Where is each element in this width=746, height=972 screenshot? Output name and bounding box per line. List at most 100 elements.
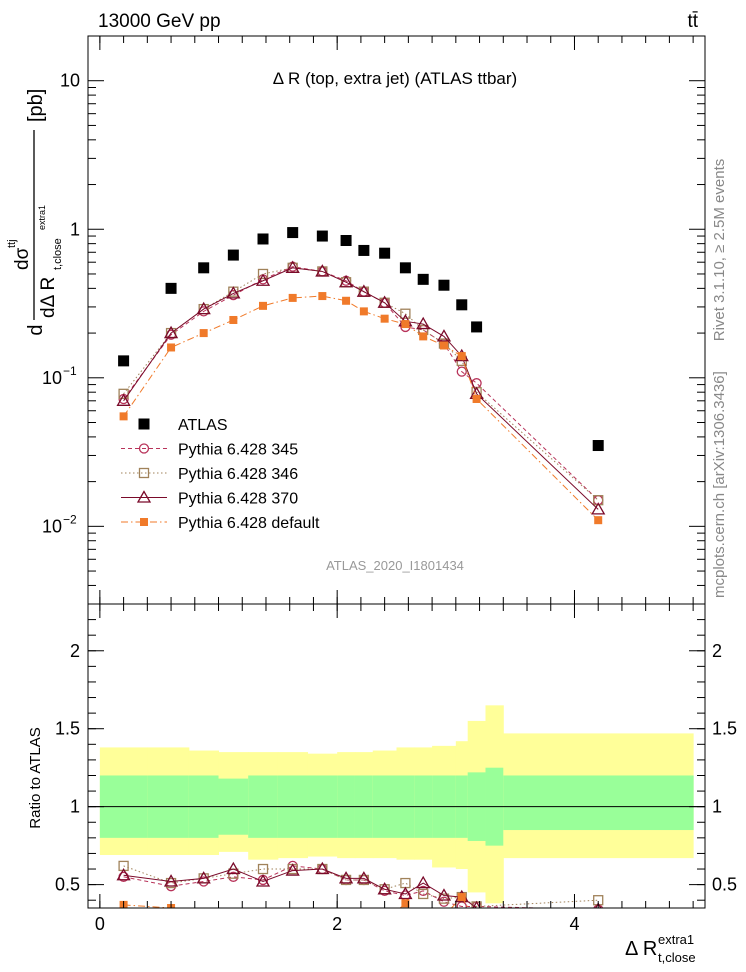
pythia-6-428-370-point [226, 286, 241, 299]
y-tick-label: 10 [60, 71, 80, 91]
pythia-6-428-default-point [419, 332, 428, 341]
pythia-6-428-346-point [400, 308, 411, 319]
pythia-6-428-370-line [123, 267, 599, 510]
atlas-point [257, 233, 269, 245]
pythia-6-428-346-point [257, 268, 269, 280]
pythia-6-428-370-ratio-point [338, 871, 354, 884]
pythia-6-428-370-ratio-point [226, 861, 241, 875]
pythia-6-428-346-ratio-line [123, 865, 599, 907]
x-axis-label-main: Δ R [625, 938, 657, 960]
atlas-point [438, 279, 450, 291]
pythia-6-428-default-ratio-point [419, 915, 427, 923]
pythia-6-428-370-point [255, 273, 271, 286]
ratio-plot-frame [87, 603, 706, 909]
process-label: tt̄ [687, 11, 698, 32]
atlas-point [379, 247, 391, 259]
pythia-6-428-default-ratio-point [594, 927, 602, 935]
ratio-y-tick-label-right: 0.5 [712, 875, 737, 895]
pythia-6-428-default-point [119, 412, 128, 421]
pythia-6-428-370-ratio-point [255, 874, 271, 887]
x-tick-label: 0 [95, 914, 105, 934]
y-tick-label: 10 [42, 368, 62, 388]
pythia-6-428-370-point [338, 274, 354, 288]
pythia-6-428-default-point [594, 516, 603, 525]
ratio-y-tick-label-right: 1.5 [712, 719, 737, 739]
pythia-6-428-370-point [416, 316, 431, 330]
atlas-point [287, 227, 299, 239]
band-green-bin [503, 775, 694, 831]
atlas-point [471, 321, 483, 333]
y-axis-label-d: d [25, 324, 47, 335]
pythia-6-428-345-line [123, 266, 599, 501]
ratio-axis-label: Ratio to ATLAS [27, 727, 44, 828]
pythia-6-428-370-point [356, 284, 371, 297]
pythia-6-428-370-ratio-point [416, 875, 431, 889]
legend-marker-pythia-6-428-370 [136, 490, 152, 503]
atlas-point [165, 282, 177, 294]
pythia-6-428-346-ratio-point [400, 877, 411, 889]
pythia-6-428-default-point [457, 352, 466, 361]
x-tick-label: 2 [332, 914, 342, 934]
atlas-point [118, 355, 130, 367]
x-axis-label: Δ R extra1 t,close [625, 932, 696, 965]
legend-label-pythia-6-428-default: Pythia 6.428 default [178, 515, 320, 532]
y-axis-label-denominator: dΔ R [38, 277, 59, 318]
pythia-6-428-346-line [123, 267, 599, 501]
chart-title: Δ R (top, extra jet) (ATLAS ttbar) [273, 69, 517, 88]
legend-label-atlas: ATLAS [178, 417, 228, 434]
ratio-y-tick-label: 0.5 [55, 875, 80, 895]
ratio-y-tick-label: 1 [70, 797, 80, 817]
pythia-6-428-370-ratio-point [163, 874, 179, 887]
pythia-6-428-370-point [285, 260, 300, 273]
legend-label-pythia-6-428-370: Pythia 6.428 370 [178, 491, 298, 508]
atlas-point [227, 249, 239, 261]
x-tick-label: 4 [569, 914, 579, 934]
atlas-point [316, 230, 328, 242]
atlas-point [592, 440, 604, 452]
pythia-6-428-default-point [472, 394, 481, 403]
pythia-6-428-default-point [380, 314, 389, 323]
pythia-6-428-370-ratio-point [377, 881, 392, 895]
legend-marker-atlas [138, 418, 150, 430]
legend-label-pythia-6-428-345: Pythia 6.428 345 [178, 442, 298, 459]
ratio-y-tick-label: 2 [70, 641, 80, 661]
atlas-point [417, 273, 429, 285]
pythia-6-428-345-ratio-line [123, 865, 557, 908]
ratio-y-tick-label: 1.5 [55, 719, 80, 739]
ratio-y-tick-label-right: 2 [712, 641, 722, 661]
atlas-point [198, 262, 210, 274]
pythia-6-428-370-point [377, 295, 392, 308]
pythia-6-428-default-ratio-point [440, 912, 448, 920]
pythia-6-428-default-ratio-point [289, 921, 297, 929]
legend-marker-pythia-6-428-346 [138, 467, 150, 479]
pythia-6-428-default-ratio-point [229, 920, 237, 928]
pythia-6-428-default-point [318, 292, 327, 301]
y-tick-label-exponent: −1 [63, 364, 77, 378]
pythia-6-428-370-point [436, 329, 452, 342]
pythia-6-428-370-ratio-point [398, 886, 413, 900]
y-axis-label-numerator: dσ [12, 247, 33, 270]
y-axis-label: d dσ ttj dΔ R t,close extra1 [pb] [6, 89, 64, 336]
pythia-6-428-default-point [288, 293, 297, 302]
pythia-6-428-370-point [163, 325, 179, 339]
pythia-6-428-370-point [315, 264, 330, 277]
pythia-6-428-default-point [199, 329, 208, 338]
pythia-6-428-370-ratio-point [315, 861, 330, 875]
source-label: mcplots.cern.ch [arXiv:1306.3436] [711, 371, 728, 598]
pythia-6-428-370-point [196, 301, 211, 315]
pythia-6-428-default-point [342, 296, 351, 305]
pythia-6-428-370-ratio-point [436, 888, 452, 901]
pythia-6-428-default-ratio-point [342, 920, 350, 928]
pythia-6-428-370-ratio-point [285, 863, 300, 876]
uncertainty-bands [99, 705, 694, 904]
pythia-6-428-346-ratio-point [418, 888, 429, 900]
pythia-6-428-default-point [167, 343, 176, 352]
y-axis-label-unit: [pb] [25, 89, 47, 122]
pythia-6-428-370-ratio-line [123, 868, 516, 908]
pythia-6-428-default-ratio-point [401, 899, 410, 908]
pythia-6-428-default-line [123, 295, 599, 521]
atlas-point [456, 299, 468, 311]
pythia-6-428-default-point [229, 315, 238, 324]
energy-label: 13000 GeV pp [98, 11, 221, 32]
